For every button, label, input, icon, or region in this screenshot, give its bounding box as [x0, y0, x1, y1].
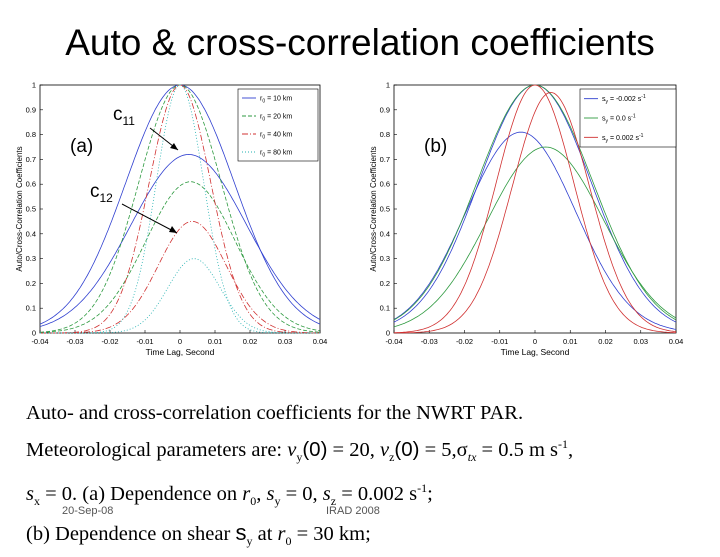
series-cross-line-0	[39, 153, 321, 327]
footer-conference: IRAD 2008	[326, 505, 380, 517]
y-tick-label: 1	[32, 81, 36, 90]
c11-label: c11	[113, 104, 135, 128]
x-tick-label: -0.01	[491, 337, 508, 346]
legend-box	[237, 88, 319, 162]
legend-entry: sy = 0.002 s-1	[602, 133, 644, 144]
series-auto-line-3	[40, 84, 320, 334]
x-tick-label: 0.04	[669, 337, 684, 346]
y-tick-label: 0.6	[380, 180, 390, 189]
y-tick-label: 0	[32, 329, 36, 338]
y-tick-label: 0.5	[26, 205, 36, 214]
panel-label-a: (a)	[70, 136, 94, 158]
c11-arrowhead	[170, 143, 178, 150]
slide-title: Auto & cross-correlation coefficients	[65, 22, 655, 63]
legend-entry: r0 = 40 km	[260, 132, 292, 141]
y-tick-label: 0.8	[26, 130, 36, 139]
series-cross-line-2	[40, 220, 320, 334]
x-tick-label: 0	[533, 337, 537, 346]
y-tick-label: 0.2	[26, 279, 36, 288]
x-tick-label: 0.01	[208, 337, 223, 346]
callout-arrows	[121, 127, 179, 234]
y-tick-label: 0.7	[380, 155, 390, 164]
figure-caption: Auto- and cross-correlation coefficients…	[26, 398, 712, 557]
legend-entry: r0 = 20 km	[260, 114, 292, 123]
y-tick-label: 0.8	[380, 130, 390, 139]
c12-arrow	[121, 203, 178, 234]
footer-date: 20-Sep-08	[62, 505, 114, 517]
y-tick-label: 0.2	[380, 279, 390, 288]
x-tick-label: -0.03	[66, 337, 83, 346]
x-tick-label: 0.01	[563, 337, 578, 346]
x-tick-label: 0.04	[313, 337, 328, 346]
caption-line-1: Auto- and cross-correlation coefficients…	[26, 402, 524, 424]
x-tick-label: 0.02	[598, 337, 613, 346]
y-tick-label: 0.1	[380, 304, 390, 313]
c12-label: c12	[90, 181, 113, 205]
series-cross-line-1	[393, 146, 677, 328]
y-tick-label: 0.7	[26, 155, 36, 164]
y-tick-label: 0.3	[26, 254, 36, 263]
x-tick-label: -0.01	[136, 337, 153, 346]
y-axis-label: Auto/Cross-Correlation Coefficients	[15, 146, 24, 271]
y-tick-label: 0	[386, 329, 390, 338]
caption-line-2: Meteorological parameters are: vy(0) = 2…	[26, 437, 574, 464]
y-tick-label: 0.6	[26, 180, 36, 189]
series-cross-line-1	[39, 181, 321, 333]
x-tick-label: 0.03	[633, 337, 648, 346]
legend-entry: sy = 0.0 s-1	[602, 114, 636, 125]
y-tick-label: 1	[386, 81, 390, 90]
y-tick-label: 0.5	[380, 205, 390, 214]
x-axis-label: Time Lag, Second	[501, 347, 570, 357]
c12-arrowhead	[169, 226, 177, 233]
legend-entry: r0 = 80 km	[260, 150, 292, 159]
chart-panel-b: 0 0.1 0.2 0.3 0.4 0.5 0.6 0.7 0.8 0.9 1 -0.04 -0.03 -…	[369, 81, 683, 358]
series-auto-line-2	[40, 84, 320, 334]
y-tick-label: 0.9	[26, 105, 36, 114]
x-tick-label: -0.02	[456, 337, 473, 346]
panel-label-b: (b)	[424, 136, 448, 158]
y-axis-label: Auto/Cross-Correlation Coefficients	[369, 146, 378, 271]
y-tick-label: 0.1	[26, 304, 36, 313]
x-tick-label: -0.02	[101, 337, 118, 346]
series-cross-line-0	[393, 131, 677, 330]
caption-line-3: sx = 0. (a) Dependence on r0, sy = 0, sz…	[26, 480, 433, 508]
y-tick-label: 0.4	[380, 229, 390, 238]
x-tick-label: 0.03	[278, 337, 293, 346]
plots-canvas: 0 0.1 0.2 0.3 0.4 0.5 0.6 0.7 0.8 0.9 1 -0.04 -0.03 -…	[15, 81, 683, 358]
x-tick-label: 0.02	[243, 337, 258, 346]
legend-entry: r0 = 10 km	[260, 96, 292, 105]
legend-entry: sy = -0.002 s-1	[602, 94, 646, 105]
y-tick-label: 0.3	[380, 254, 390, 263]
x-tick-label: -0.04	[385, 337, 402, 346]
caption-line-4: (b) Dependence on shear sy at r0 = 30 km…	[26, 519, 371, 548]
series-cross-line-2	[394, 91, 677, 334]
series-auto-line-2	[393, 84, 677, 334]
x-tick-label: -0.04	[31, 337, 48, 346]
x-tick-label: -0.03	[421, 337, 438, 346]
chart-panel-a: 0 0.1 0.2 0.3 0.4 0.5 0.6 0.7 0.8 0.9 1 -0.04 -0.03 -…	[15, 81, 327, 358]
x-tick-label: 0	[178, 337, 182, 346]
x-axis-label: Time Lag, Second	[146, 347, 215, 357]
y-tick-label: 0.9	[380, 105, 390, 114]
y-tick-label: 0.4	[26, 229, 36, 238]
